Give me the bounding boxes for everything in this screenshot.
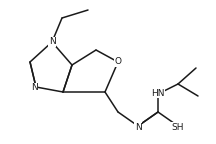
Text: N: N <box>31 84 37 92</box>
Text: SH: SH <box>172 123 184 131</box>
Text: N: N <box>49 37 55 47</box>
Text: O: O <box>114 57 121 67</box>
Text: N: N <box>135 123 141 131</box>
Text: HN: HN <box>151 89 165 97</box>
